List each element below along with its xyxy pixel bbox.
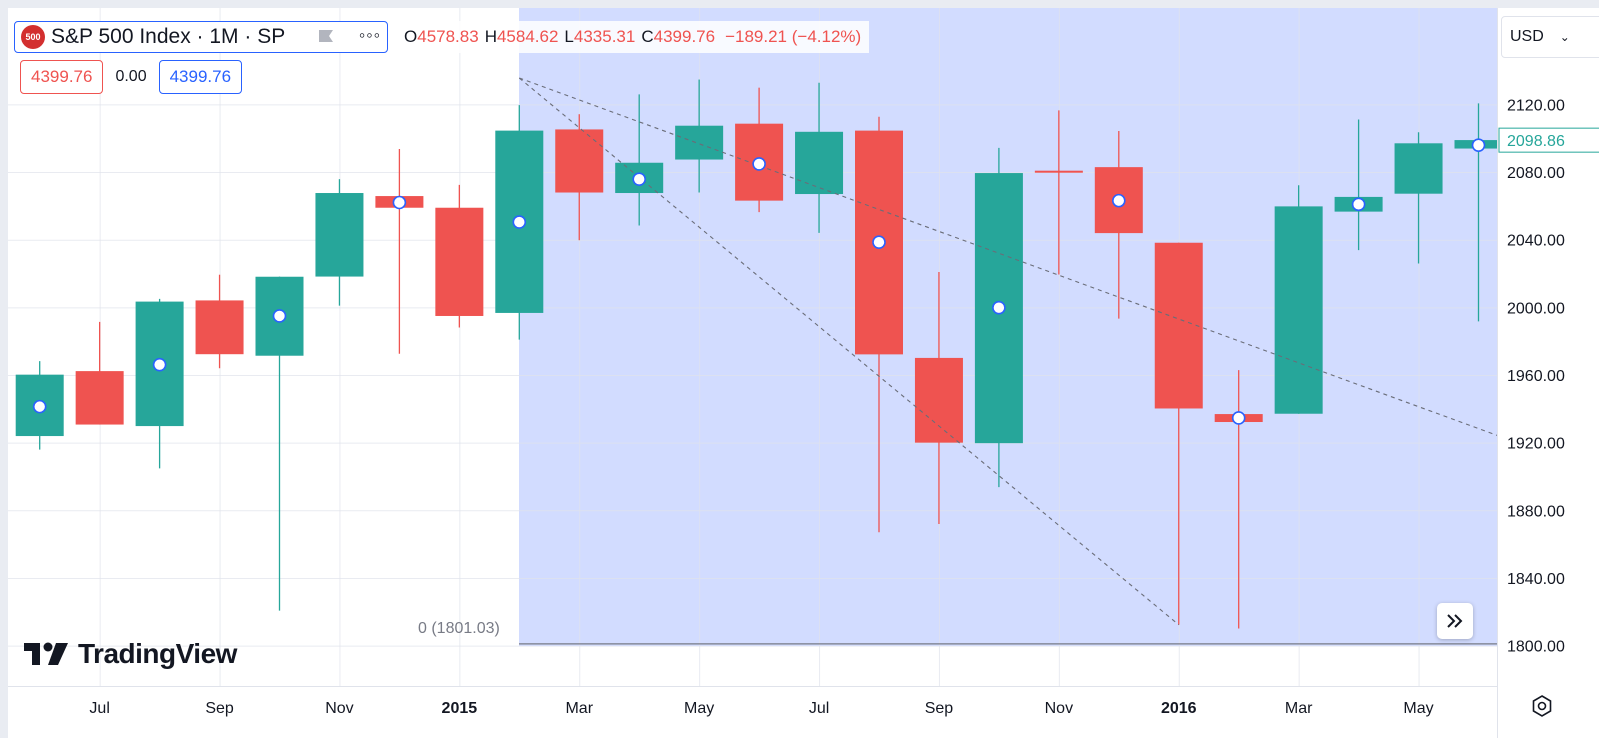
flag-icon[interactable] xyxy=(317,29,335,45)
symbol-title: S&P 500 Index · 1M · SP xyxy=(51,25,286,48)
y-tick-label: 2000.00 xyxy=(1507,300,1565,317)
top-border xyxy=(0,0,1599,8)
chart-settings-button[interactable] xyxy=(1528,692,1556,720)
candle xyxy=(795,82,844,233)
time-axis-panel xyxy=(0,686,1497,738)
drawing-trend-line xyxy=(518,77,1180,626)
x-tick-label: May xyxy=(1403,700,1433,717)
left-border xyxy=(0,0,8,738)
buy-price-button[interactable]: 4399.76 xyxy=(158,60,243,94)
candle xyxy=(974,147,1023,488)
scroll-to-realtime-button[interactable] xyxy=(1437,603,1473,639)
event-marker xyxy=(1112,193,1126,208)
candle xyxy=(675,79,724,193)
candle xyxy=(1394,132,1443,264)
candle-body xyxy=(75,371,124,425)
candle-body xyxy=(795,131,844,195)
x-tick-label: May xyxy=(684,700,714,717)
x-tick-label: Nov xyxy=(1045,700,1073,717)
candle xyxy=(75,321,124,425)
y-tick-label: 2120.00 xyxy=(1507,97,1565,114)
event-marker xyxy=(272,309,287,323)
chevron-down-icon: ⌄ xyxy=(1559,30,1570,44)
candle-body xyxy=(1394,143,1443,194)
candle xyxy=(914,272,963,524)
y-tick-label: 2040.00 xyxy=(1507,233,1565,250)
y-tick-label: 1880.00 xyxy=(1507,503,1565,520)
candle-body xyxy=(435,207,484,316)
y-tick-label: 1920.00 xyxy=(1507,436,1565,453)
candle xyxy=(555,114,604,241)
sell-price-button[interactable]: 4399.76 xyxy=(20,60,104,94)
x-tick-label: Jul xyxy=(809,700,829,717)
candle xyxy=(375,149,424,354)
event-marker xyxy=(632,172,647,186)
last-price-label: 2098.86 xyxy=(1507,133,1565,150)
high-label: H xyxy=(484,27,497,46)
candle xyxy=(1034,110,1083,275)
x-tick-label: Jul xyxy=(89,700,109,717)
candle xyxy=(315,179,364,306)
x-tick-label: Sep xyxy=(205,700,234,717)
drawing-base-label: 0 (1801.03) xyxy=(418,620,500,637)
event-marker xyxy=(1231,411,1246,425)
x-tick-label: Mar xyxy=(565,700,593,717)
event-marker xyxy=(992,300,1006,315)
candle xyxy=(1274,185,1323,414)
trade-row: 4399.76 0.00 4399.76 xyxy=(20,60,243,94)
last-price-badge xyxy=(1498,127,1599,153)
sp500-logo-icon: 500 xyxy=(21,25,45,49)
close-label: C xyxy=(641,27,654,46)
symbol-selector[interactable]: 500 S&P 500 Index · 1M · SP ◦◦◦ xyxy=(14,21,388,53)
gear-icon xyxy=(1532,695,1552,717)
event-marker xyxy=(1351,197,1366,212)
x-tick-label: 2016 xyxy=(1161,700,1197,717)
candle-body xyxy=(1154,242,1203,409)
candle-body xyxy=(315,193,364,277)
low-value: 4335.31 xyxy=(573,27,636,46)
x-tick-label: Mar xyxy=(1285,700,1313,717)
x-tick-label: 2015 xyxy=(442,700,478,717)
candle-body xyxy=(675,125,724,160)
tradingview-logo-icon xyxy=(24,642,68,665)
spread-value: 0.00 xyxy=(115,68,147,85)
more-icon[interactable]: ◦◦◦ xyxy=(358,25,382,45)
candle-body xyxy=(555,129,604,193)
event-marker xyxy=(872,235,886,250)
y-tick-label: 1800.00 xyxy=(1507,639,1565,656)
double-chevron-right-icon xyxy=(1447,614,1463,628)
open-label: O xyxy=(404,27,418,46)
y-tick-label: 1960.00 xyxy=(1507,368,1565,385)
tradingview-wordmark: TradingView xyxy=(78,638,237,669)
event-marker xyxy=(152,357,167,372)
low-label: L xyxy=(564,27,574,46)
candle xyxy=(1154,242,1203,625)
open-value: 4578.83 xyxy=(417,27,479,46)
currency-label: USD xyxy=(1510,28,1544,45)
tradingview-logo[interactable]: TradingView xyxy=(24,638,237,670)
event-marker xyxy=(512,215,527,229)
currency-selector[interactable]: USD ⌄ xyxy=(1501,16,1599,58)
candle-body xyxy=(195,300,244,355)
x-tick-label: Sep xyxy=(925,700,954,717)
ohlc-legend: O 4578.83 H 4584.62 L 4335.31 C 4399.76 −189… xyxy=(398,21,870,53)
y-tick-label: 2080.00 xyxy=(1507,165,1565,182)
high-value: 4584.62 xyxy=(496,27,559,46)
candle-body xyxy=(1274,206,1323,414)
event-marker xyxy=(32,399,47,414)
event-marker xyxy=(1471,138,1486,152)
close-value: 4399.76 xyxy=(653,27,716,46)
y-tick-label: 1840.00 xyxy=(1507,571,1565,588)
event-marker xyxy=(752,157,766,171)
candle xyxy=(195,274,244,369)
change-value: −189.21 (−4.12%) xyxy=(725,27,862,46)
event-marker xyxy=(392,195,407,210)
candle xyxy=(435,184,484,328)
candle-body xyxy=(914,357,963,443)
x-tick-label: Nov xyxy=(325,700,353,717)
candle-body xyxy=(1034,170,1083,173)
drawing-trend-line xyxy=(519,77,1499,437)
